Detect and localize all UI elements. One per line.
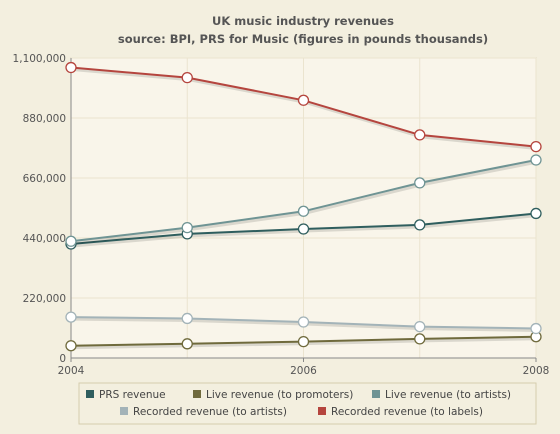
data-point — [297, 223, 310, 235]
data-point — [65, 340, 77, 352]
data-point — [65, 311, 77, 323]
y-tick-label: 220,000 — [23, 293, 66, 305]
data-point — [181, 221, 193, 234]
legend-label: Recorded revenue (to artists) — [133, 406, 287, 418]
legend-swatch — [86, 390, 94, 398]
data-point — [414, 177, 426, 189]
data-point — [414, 129, 426, 141]
data-point — [297, 205, 310, 217]
legend: PRS revenue Live revenue (to promoters) Li… — [78, 382, 537, 425]
data-point — [297, 316, 310, 328]
data-point — [530, 207, 542, 220]
y-tick-label: 1,100,000 — [13, 53, 66, 65]
data-point — [414, 320, 426, 333]
legend-swatch — [193, 390, 201, 398]
legend-swatch — [120, 407, 128, 415]
data-point — [414, 333, 426, 345]
legend-swatch — [372, 390, 380, 398]
data-point — [530, 322, 542, 335]
legend-box — [78, 382, 537, 425]
data-point — [414, 219, 426, 231]
x-tick-label: 2004 — [58, 365, 85, 377]
legend-label: Recorded revenue (to labels) — [331, 406, 483, 418]
data-point — [181, 338, 193, 350]
x-tick-label: 2008 — [523, 365, 550, 377]
series-lines — [65, 61, 542, 352]
data-point — [65, 235, 77, 247]
x-tick-label: 2006 — [290, 365, 317, 377]
data-point — [65, 61, 77, 74]
legend-label: Live revenue (to promoters) — [206, 389, 353, 401]
chart-title: UK music industry revenues — [212, 14, 394, 28]
data-point — [181, 71, 193, 84]
legend-label: PRS revenue — [99, 389, 166, 401]
y-tick-labels: 0 220,000 440,000 660,000 880,000 1,100,000 — [13, 53, 66, 365]
data-point — [181, 312, 193, 325]
x-tick-labels: 2004 2006 2008 — [58, 358, 550, 377]
data-point — [530, 154, 542, 166]
data-point — [297, 94, 310, 106]
legend-swatch — [318, 407, 326, 415]
legend-label: Live revenue (to artists) — [385, 389, 511, 401]
data-point — [297, 335, 310, 348]
data-point — [530, 140, 542, 153]
chart-subtitle: source: BPI, PRS for Music (figures in p… — [118, 32, 488, 46]
y-tick-label: 880,000 — [23, 113, 66, 125]
y-tick-label: 0 — [59, 353, 66, 365]
y-tick-label: 660,000 — [23, 173, 66, 185]
y-tick-label: 440,000 — [23, 233, 66, 245]
